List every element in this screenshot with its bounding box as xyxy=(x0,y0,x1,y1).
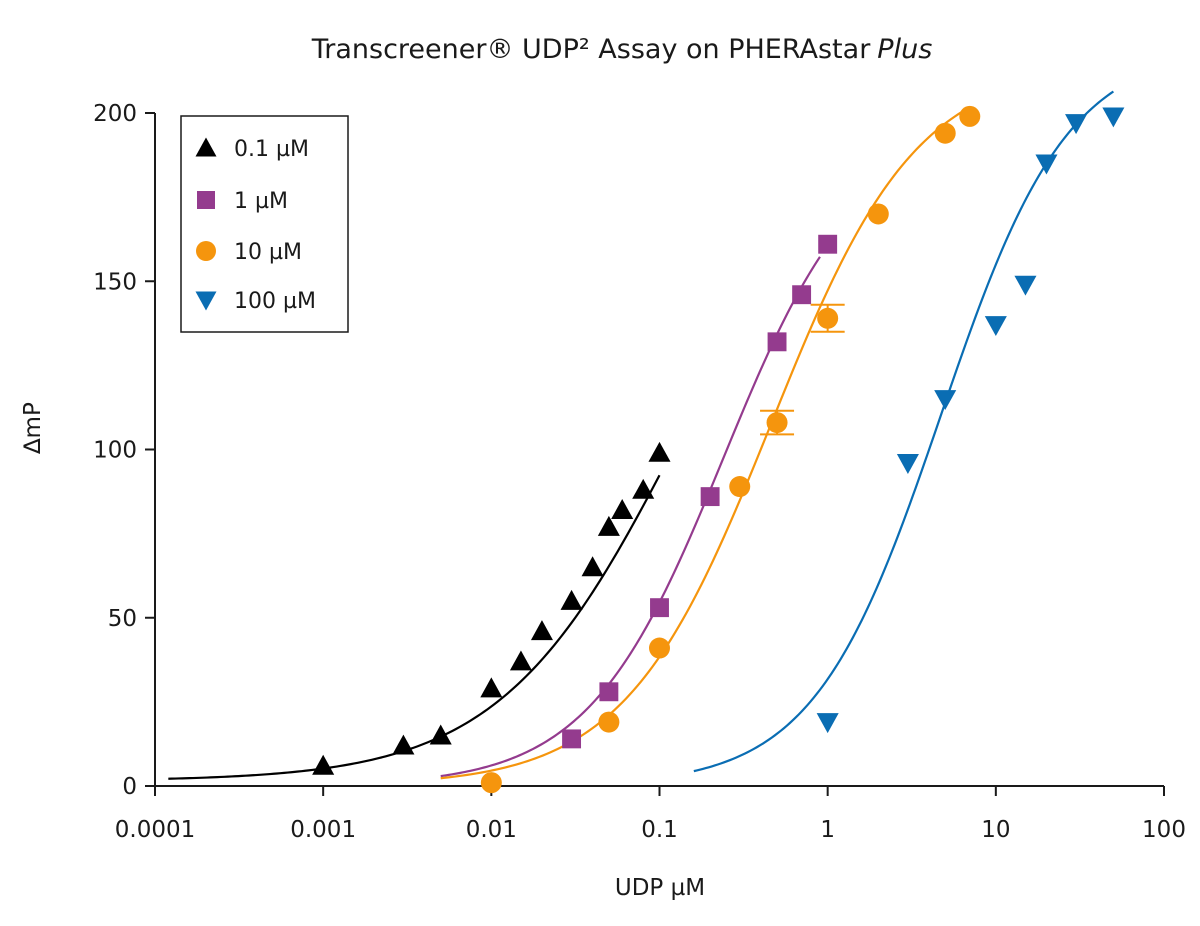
y-tick-label: 150 xyxy=(93,269,137,295)
legend-marker-3 xyxy=(195,291,217,311)
chart-title: Transcreener® UDP² Assay on PHERAstar Plu… xyxy=(311,34,933,65)
point-0-10 xyxy=(632,478,655,499)
y-tick-label: 0 xyxy=(122,774,137,800)
y-tick-label: 50 xyxy=(108,606,137,632)
point-3-3 xyxy=(984,316,1007,337)
point-3-2 xyxy=(934,390,957,411)
point-0-2 xyxy=(429,724,452,745)
tick-group: 0.0001 0.001 0.01 0.1 1 10 100 0 50 100 150 200 xyxy=(93,101,1186,843)
x-tick-label: 0.1 xyxy=(641,817,678,843)
point-0-8 xyxy=(597,515,620,536)
y-tick-label: 100 xyxy=(93,438,137,464)
point-1-0 xyxy=(562,729,582,749)
point-2-7 xyxy=(934,122,956,144)
point-0-3 xyxy=(480,677,503,698)
point-2-8 xyxy=(959,105,981,127)
point-0-0 xyxy=(312,754,335,775)
fit-curve-1 xyxy=(440,256,821,778)
point-0-1 xyxy=(392,734,415,755)
legend-label-0: 0.1 µM xyxy=(234,137,309,162)
x-tick-label: 0.01 xyxy=(466,817,517,843)
point-2-0 xyxy=(480,772,502,794)
x-tick-label: 100 xyxy=(1142,817,1186,843)
point-0-5 xyxy=(530,620,553,641)
legend: 0.1 µM 1 µM 10 µM 100 µM xyxy=(180,115,349,333)
point-3-1 xyxy=(896,454,919,474)
point-3-0 xyxy=(816,713,839,734)
data-points xyxy=(312,105,1125,794)
y-axis-title: ∆mP xyxy=(20,402,46,455)
legend-marker-1 xyxy=(197,191,215,209)
x-tick-label: 1 xyxy=(820,817,835,843)
point-0-7 xyxy=(581,556,604,577)
legend-marker-2 xyxy=(196,241,216,261)
fit-curve-2 xyxy=(440,106,971,780)
point-2-5 xyxy=(817,307,839,329)
point-1-6 xyxy=(818,234,838,254)
x-tick-label: 0.001 xyxy=(290,817,356,843)
x-tick-label: 0.0001 xyxy=(115,817,195,843)
point-2-3 xyxy=(729,476,751,498)
fit-curve-0 xyxy=(168,474,661,780)
point-0-4 xyxy=(509,650,532,671)
point-3-4 xyxy=(1014,275,1037,296)
legend-marker-0 xyxy=(195,137,217,157)
point-2-6 xyxy=(867,203,889,225)
point-2-4 xyxy=(766,412,788,434)
point-2-1 xyxy=(598,711,620,733)
legend-label-2: 10 µM xyxy=(234,240,302,265)
legend-label-3: 100 µM xyxy=(234,289,316,314)
point-0-9 xyxy=(611,499,634,519)
point-0-6 xyxy=(560,589,583,610)
point-0-11 xyxy=(648,441,671,462)
point-1-4 xyxy=(767,332,787,352)
fit-curve-3 xyxy=(693,90,1115,773)
point-1-5 xyxy=(792,285,812,305)
y-tick-label: 200 xyxy=(93,101,137,127)
point-1-2 xyxy=(650,598,669,618)
x-axis-title: UDP µM xyxy=(615,875,705,901)
x-tick-label: 10 xyxy=(981,817,1010,843)
point-1-3 xyxy=(700,487,720,507)
point-3-5 xyxy=(1035,154,1058,175)
point-3-6 xyxy=(1065,114,1088,135)
legend-label-1: 1 µM xyxy=(234,189,288,214)
point-2-2 xyxy=(649,637,670,659)
fit-curves xyxy=(168,90,1115,780)
point-3-7 xyxy=(1102,107,1125,128)
point-1-1 xyxy=(599,682,619,702)
